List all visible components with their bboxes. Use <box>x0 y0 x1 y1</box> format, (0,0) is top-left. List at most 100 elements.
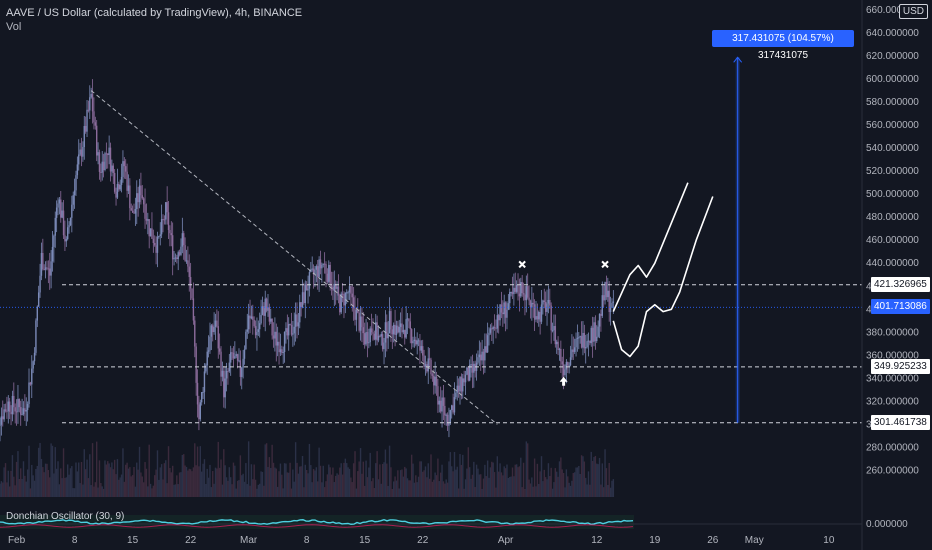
candle-body <box>28 382 30 404</box>
volume-bar <box>140 472 142 497</box>
volume-bar <box>348 468 351 497</box>
candle-body <box>212 325 214 333</box>
candle-body <box>539 311 541 322</box>
candle-body <box>49 268 51 276</box>
volume-bar <box>463 488 465 497</box>
candle-body <box>585 347 587 349</box>
volume-bar <box>497 471 500 497</box>
candle-body <box>514 287 516 292</box>
candle-body <box>256 332 258 336</box>
volume-bar <box>521 487 523 497</box>
volume-bar <box>358 461 360 497</box>
volume-bar <box>493 472 496 497</box>
volume-bar <box>107 461 109 497</box>
candle-body <box>93 111 95 123</box>
volume-bar <box>264 444 266 497</box>
volume-bar <box>437 458 439 497</box>
volume-bar <box>104 460 106 497</box>
candle-body <box>64 235 66 242</box>
drawing-lines[interactable] <box>0 56 862 425</box>
candle-body <box>227 370 229 372</box>
volume-bar <box>221 484 224 497</box>
volume-bar <box>61 478 63 497</box>
volume-label[interactable]: Vol <box>6 21 22 33</box>
candle-body <box>354 308 356 320</box>
measure-label: 317.431075 (104.57%) 317431075 <box>712 30 854 61</box>
candle-body <box>130 208 132 211</box>
candle-body <box>409 321 411 330</box>
price-axis[interactable]: 260.000000280.000000300.000000320.000000… <box>861 0 919 550</box>
volume-bar <box>471 474 474 497</box>
candle-body <box>605 281 608 298</box>
projection-path <box>612 196 714 358</box>
volume-bar <box>370 481 373 497</box>
candle-body <box>145 218 148 221</box>
candle-body <box>275 331 277 346</box>
candle-body <box>270 318 272 322</box>
volume-bar <box>347 467 349 497</box>
candle-body <box>29 382 32 385</box>
candle-body <box>36 306 38 321</box>
volume-bar <box>477 468 479 497</box>
candle-body <box>33 352 36 362</box>
volume-bar <box>491 461 493 497</box>
volume-bar <box>420 461 423 497</box>
candle-body <box>602 295 605 301</box>
candle-body <box>301 292 304 308</box>
candle-body <box>395 325 398 335</box>
candle-body <box>183 233 185 246</box>
volume-bar <box>75 462 77 497</box>
candle-body <box>149 228 152 237</box>
volume-bar <box>554 468 557 497</box>
volume-bar <box>267 466 269 497</box>
candle-body <box>538 311 540 320</box>
volume-bar <box>475 464 478 497</box>
candle-body <box>495 328 497 330</box>
candle-body <box>482 351 485 361</box>
volume-bar <box>236 480 239 497</box>
oscillator-label[interactable]: Donchian Oscillator (30, 9) <box>6 511 125 522</box>
candle-body <box>66 227 69 240</box>
volume-bar <box>608 462 610 497</box>
volume-bar <box>17 451 19 497</box>
candle-body <box>362 327 365 334</box>
time-axis[interactable]: Feb 8 15 22 Mar 8 15 22 Apr 12 19 26 May 10 <box>8 535 835 546</box>
volume-bar <box>464 479 467 497</box>
volume-bar <box>524 488 526 497</box>
volume-bar <box>57 461 59 497</box>
candle-body <box>176 257 178 260</box>
candle-body <box>155 245 157 253</box>
currency-button[interactable]: USD <box>898 4 928 19</box>
candle-body <box>329 264 331 286</box>
price-tick-label: 620.000000 <box>866 51 919 62</box>
volume-bar <box>543 469 545 497</box>
volume-bar <box>564 487 566 497</box>
candle-body <box>276 341 279 346</box>
volume-bar <box>562 472 565 497</box>
candle-body <box>80 149 83 157</box>
candle-body <box>203 371 206 392</box>
volume-bar <box>341 474 344 497</box>
candle-body <box>200 392 203 403</box>
candle-body <box>453 397 456 413</box>
candle-body <box>543 300 545 303</box>
volume-bar <box>93 486 95 497</box>
candle-body <box>221 370 224 377</box>
volume-bar <box>596 463 598 497</box>
candle-body <box>286 328 289 336</box>
candle-body <box>528 297 530 301</box>
volume-bar <box>101 486 103 497</box>
volume-bar <box>502 475 504 497</box>
candle-body <box>195 346 197 383</box>
measure-arrow-head <box>733 56 743 63</box>
volume-bar <box>40 458 43 497</box>
volume-bar <box>78 462 80 497</box>
volume-bar <box>62 448 65 497</box>
symbol-title[interactable]: AAVE / US Dollar (calculated by TradingV… <box>6 7 303 19</box>
candle-body <box>576 337 579 339</box>
candle-body <box>249 315 251 319</box>
volume-bar <box>252 479 254 497</box>
candle-body <box>288 324 290 336</box>
candle-body <box>460 376 463 392</box>
